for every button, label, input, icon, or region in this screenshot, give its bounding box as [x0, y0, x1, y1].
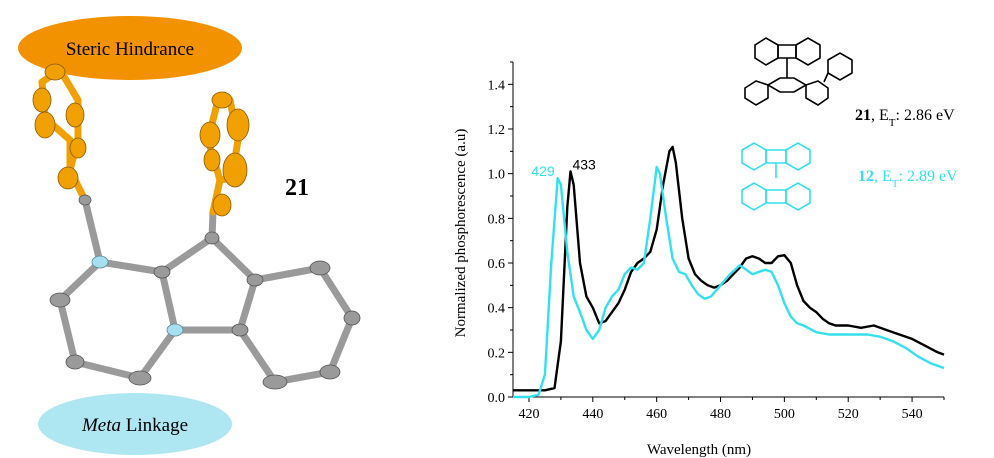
series-line-21: [513, 145, 945, 392]
chart-annotations: 429 433: [531, 156, 596, 179]
x-tick-label: 440: [582, 407, 603, 422]
x-tick-label: 480: [710, 407, 731, 422]
compound-number-label: 21: [285, 175, 309, 201]
steric-hindrance-label: Steric Hindrance: [66, 39, 194, 60]
y-tick-label: 0.2: [488, 346, 506, 361]
structure-21-label: 21, ET: 2.86 eV: [855, 107, 955, 129]
y-tick-label: 0.0: [488, 391, 506, 406]
crystal-structure-panel: Steric Hindrance Meta Linkage 21: [18, 16, 361, 455]
structure-12-diagram: [741, 142, 811, 211]
y-tick-label: 1.0: [488, 168, 506, 183]
steric-hindrance-ellipse: [18, 16, 242, 80]
series-line-12: [513, 165, 945, 399]
meta-linkage-label: Meta Linkage: [81, 415, 188, 436]
y-tick-label: 1.4: [488, 78, 506, 93]
x-tick-label: 460: [646, 407, 667, 422]
x-tick-label: 500: [774, 407, 795, 422]
y-tick-label: 0.4: [488, 302, 506, 317]
x-axis-title: Wavelength (nm): [647, 442, 751, 458]
meta-linkage-ellipse: [38, 393, 232, 455]
molecule-structure: [32, 63, 361, 390]
x-tick-label: 520: [838, 407, 859, 422]
structure-12-label: 12, ET: 2.89 eV: [858, 168, 958, 190]
structure-21-diagram: [744, 37, 853, 106]
chart-axes: 420 440 460 480 500 520 540 0.0 0.2 0.4 0.6 0.8 1.0 1…: [488, 61, 945, 422]
y-tick-label: 0.6: [488, 257, 506, 272]
y-tick-label: 1.2: [488, 123, 506, 138]
peak-label-429: 429: [531, 163, 555, 179]
peak-label-433: 433: [572, 156, 596, 172]
x-tick-label: 540: [902, 407, 923, 422]
phosphorescence-chart: 420 440 460 480 500 520 540 0.0 0.2 0.4 0.6 0.8 1.0 1…: [453, 37, 958, 458]
x-tick-label: 420: [518, 407, 539, 422]
y-tick-label: 0.8: [488, 212, 506, 227]
y-axis-title: Normalized phosphorescence (a.u): [453, 129, 469, 338]
chart-series: [513, 145, 945, 399]
